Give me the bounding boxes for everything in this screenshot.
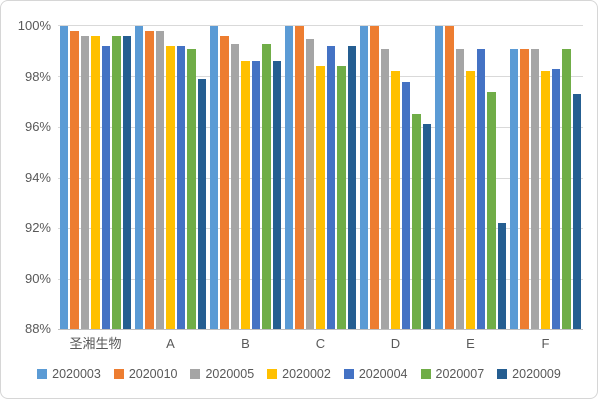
bar-2020009-C [347,46,357,329]
bar-2020002-A [166,46,175,329]
bar-2020004-圣湘生物 [101,46,111,329]
bar-2020004-E [476,48,486,329]
y-axis: 100% 98% 96% 94% 92% 90% 88% [1,1,51,398]
legend-label: 2020002 [282,367,331,381]
bar-2020009-F [572,94,582,329]
bar-2020003-A [134,26,144,329]
bar-2020004-D [401,81,411,329]
bar-2020007-圣湘生物 [112,36,121,329]
bar-2020004-C [326,46,336,329]
bar-2020002-D [391,71,400,329]
bar-2020005-C [305,38,315,329]
bar-2020009-B [272,61,282,329]
bar-2020002-圣湘生物 [91,36,100,329]
bar-group-E [433,26,508,329]
legend-swatch-icon [37,369,48,379]
bar-group-圣湘生物 [58,26,133,329]
y-tick-label: 96% [24,119,51,134]
bar-2020010-B [220,36,229,329]
x-tick-label-E: E [466,336,475,351]
bar-2020009-A [197,79,207,329]
bar-2020003-B [209,26,219,329]
bar-2020010-D [370,26,379,329]
bar-2020005-圣湘生物 [80,36,90,329]
bar-2020010-A [145,31,154,329]
bar-2020007-F [562,48,571,329]
bar-2020007-A [187,48,196,329]
legend-item-2020003: 2020003 [37,367,101,381]
legend-swatch-icon [420,369,431,379]
legend-item-2020004: 2020004 [343,367,408,381]
bar-2020002-F [541,71,550,329]
bar-group-D [358,26,433,329]
x-axis: 圣湘生物 A B C D E F [58,335,583,353]
bar-2020010-圣湘生物 [70,31,79,329]
bar-2020003-圣湘生物 [59,26,69,329]
bar-2020009-圣湘生物 [122,36,132,329]
bar-2020005-B [230,43,240,329]
bar-2020007-B [262,43,271,329]
bar-2020004-A [176,46,186,329]
bar-2020003-D [359,26,369,329]
bar-2020005-F [530,48,540,329]
bar-2020002-E [466,71,475,329]
legend-label: 2020010 [128,367,178,381]
plot-area [58,25,583,330]
legend-label: 2020004 [358,367,408,381]
bar-2020010-E [445,26,454,329]
bar-group-B [208,26,283,329]
legend-label: 2020007 [435,367,485,381]
bar-groups [58,26,583,329]
legend-item-2020007: 2020007 [420,367,485,381]
bar-group-A [133,26,208,329]
bar-2020004-B [251,61,261,329]
x-tick-label-圣湘生物: 圣湘生物 [69,336,122,351]
bar-2020009-D [422,124,432,329]
legend-label: 2020005 [205,367,255,381]
bar-2020009-E [497,222,507,329]
legend-swatch-icon [113,369,124,379]
bar-group-F [508,26,583,329]
bar-2020003-F [509,48,519,329]
x-tick-label-D: D [390,336,401,351]
x-tick-label-F: F [541,336,550,351]
bar-2020010-C [295,26,304,329]
y-tick-label: 90% [24,270,51,286]
y-tick-label: 92% [24,220,51,235]
bar-2020007-D [412,114,421,329]
bar-2020003-C [284,26,294,329]
legend-label: 2020003 [52,367,101,381]
legend-item-2020002: 2020002 [267,367,331,381]
x-tick-label-B: B [241,336,250,351]
y-tick-label: 94% [24,169,51,185]
bar-group-C [283,26,358,329]
legend-swatch-icon [190,369,201,379]
x-tick-label-A: A [166,336,175,351]
bar-2020007-E [487,91,496,329]
bar-2020002-C [316,66,325,329]
bar-2020005-A [155,31,165,329]
y-tick-label: 98% [24,68,51,84]
bar-2020002-B [241,61,250,329]
legend: 2020003 2020010 2020005 2020002 2020004 20200… [1,367,597,381]
bar-2020005-E [455,48,465,329]
legend-swatch-icon [267,369,278,379]
y-tick-label: 88% [24,321,51,336]
bar-2020003-E [434,26,444,329]
bar-2020004-F [551,68,561,329]
legend-swatch-icon [343,369,354,379]
legend-item-2020005: 2020005 [190,367,254,381]
legend-item-2020009: 2020009 [497,367,561,381]
bar-2020005-D [380,48,390,329]
bar-2020010-F [520,48,529,329]
legend-swatch-icon [497,369,508,379]
y-tick-label: 100% [17,18,51,33]
gridline-100 [58,25,583,26]
legend-item-2020010: 2020010 [113,367,178,381]
legend-label: 2020009 [512,367,561,381]
x-tick-label-C: C [315,336,326,351]
bar-2020007-C [337,66,346,329]
